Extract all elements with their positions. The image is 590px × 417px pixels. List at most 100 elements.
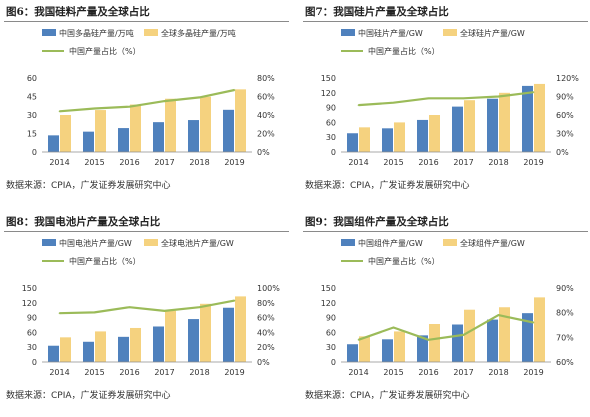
figure-6-panel: 图6：我国硅料产量及全球占比 中国多晶硅产量/万吨 全球多晶硅产量/万吨 中国产量占… — [4, 0, 289, 200]
share-point — [392, 101, 395, 104]
x-tick-label: 2014 — [49, 368, 69, 377]
y-tick-label-left: 60 — [27, 74, 37, 83]
y-tick-label-left: 120 — [321, 89, 336, 98]
share-point — [58, 110, 61, 113]
title-divider — [4, 231, 289, 232]
y-tick-label-left: 0 — [331, 148, 336, 157]
bar-global — [60, 337, 71, 362]
title-divider — [303, 21, 588, 22]
share-point — [128, 306, 131, 309]
y-tick-label-right: 60% — [257, 93, 275, 102]
legend-label: 中国多晶硅产量/万吨 — [59, 28, 134, 38]
y-tick-label-right: 0% — [257, 358, 270, 367]
y-tick-label-right: 40% — [257, 111, 275, 120]
figure-title: 图8：我国电池片产量及全球占比 — [6, 216, 161, 228]
bar-global — [464, 309, 475, 362]
x-tick-label: 2015 — [383, 368, 403, 377]
y-tick-label-left: 0 — [331, 358, 336, 367]
y-tick-label-left: 30 — [27, 111, 37, 120]
legend-label: 全球硅片产量/GW — [460, 28, 525, 38]
share-point — [128, 105, 131, 108]
y-tick-label-left: 0 — [32, 358, 37, 367]
bar-domestic — [223, 109, 234, 152]
bar-global — [429, 324, 440, 362]
share-line — [358, 313, 534, 341]
source-note: 数据来源：CPIA，广发证券发展研究中心 — [6, 181, 171, 191]
y-tick-label-right: 60% — [257, 314, 275, 323]
y-tick-label-right: 20% — [257, 343, 275, 352]
source-note: 数据来源：CPIA，广发证券发展研究中心 — [6, 391, 171, 401]
chart-figure-8: 中国电池片产量/GW 全球电池片产量/GW 中国产量占比（%） 0 30 60 90 120 1… — [22, 238, 281, 377]
y-tick-label-left: 150 — [321, 284, 336, 293]
share-line — [59, 88, 235, 113]
x-tick-label: 2017 — [453, 158, 473, 167]
x-tick-label: 2016 — [418, 368, 438, 377]
share-point — [163, 100, 166, 102]
share-point — [163, 310, 166, 312]
title-divider — [303, 231, 588, 232]
y-tick-label-left: 120 — [22, 299, 37, 308]
bar-domestic — [153, 122, 164, 152]
figure-title: 图9：我国组件产量及全球占比 — [305, 216, 449, 228]
y-tick-label-right: 60% — [556, 111, 574, 120]
legend-label: 中国产量占比（%） — [368, 256, 440, 266]
legend-swatch-domestic — [341, 239, 355, 246]
x-tick-label: 2014 — [348, 158, 368, 167]
x-tick-label: 2019 — [224, 158, 244, 167]
x-tick-label: 2015 — [383, 158, 403, 167]
bar-domestic — [522, 313, 533, 362]
figure-8-panel: 图8：我国电池片产量及全球占比 中国电池片产量/GW 全球电池片产量/GW 中国产量… — [4, 210, 289, 410]
y-tick-label-left: 90 — [27, 314, 37, 323]
source-note: 数据来源：CPIA，广发证券发展研究中心 — [305, 181, 470, 191]
bar-domestic — [417, 335, 428, 362]
x-tick-label: 2017 — [453, 368, 473, 377]
bar-global — [394, 331, 405, 362]
bar-domestic — [83, 131, 94, 152]
bar-global — [429, 115, 440, 152]
x-tick-label: 2014 — [49, 158, 69, 167]
y-tick-label-right: 40% — [257, 328, 275, 337]
bar-global — [394, 122, 405, 152]
x-tick-label: 2018 — [189, 368, 209, 377]
legend-swatch-global — [144, 239, 158, 246]
share-point — [462, 334, 465, 336]
x-tick-label: 2017 — [154, 158, 174, 167]
bar-domestic — [83, 341, 94, 362]
bar-domestic — [522, 85, 533, 152]
bar-global — [235, 89, 246, 152]
share-point — [233, 89, 236, 91]
legend-label: 中国产量占比（%） — [368, 46, 440, 56]
share-point — [58, 312, 61, 314]
y-tick-label-right: 0% — [556, 148, 569, 157]
y-tick-label-right: 80% — [556, 309, 574, 318]
legend-swatch-global — [443, 239, 457, 246]
bar-global — [95, 331, 106, 362]
chart-figure-7: 中国硅片产量/GW 全球硅片产量/GW 中国产量占比（%） 0 30 60 90 120 150… — [321, 28, 580, 167]
y-tick-label-left: 150 — [321, 74, 336, 83]
x-tick-label: 2017 — [154, 368, 174, 377]
x-tick-label: 2019 — [523, 158, 543, 167]
bar-domestic — [188, 120, 199, 152]
y-tick-label-left: 60 — [27, 328, 37, 337]
share-point — [392, 326, 395, 329]
bar-domestic — [382, 128, 393, 152]
figure-title: 图6：我国硅料产量及全球占比 — [6, 6, 150, 18]
legend-swatch-domestic — [42, 29, 56, 36]
y-tick-label-left: 60 — [326, 118, 336, 127]
bar-global — [130, 104, 141, 152]
y-tick-label-right: 20% — [257, 130, 275, 139]
x-tick-label: 2016 — [119, 368, 139, 377]
legend-swatch-global — [443, 29, 457, 36]
y-tick-label-right: 90% — [556, 93, 574, 102]
y-tick-label-left: 60 — [326, 328, 336, 337]
share-point — [427, 97, 430, 100]
legend-label: 中国电池片产量/GW — [59, 238, 132, 248]
bar-domestic — [188, 319, 199, 362]
share-point — [497, 95, 500, 98]
x-tick-label: 2019 — [523, 368, 543, 377]
bar-domestic — [118, 128, 129, 152]
x-tick-label: 2016 — [119, 158, 139, 167]
share-point — [462, 97, 465, 100]
legend-label: 全球多晶硅产量/万吨 — [161, 28, 236, 38]
